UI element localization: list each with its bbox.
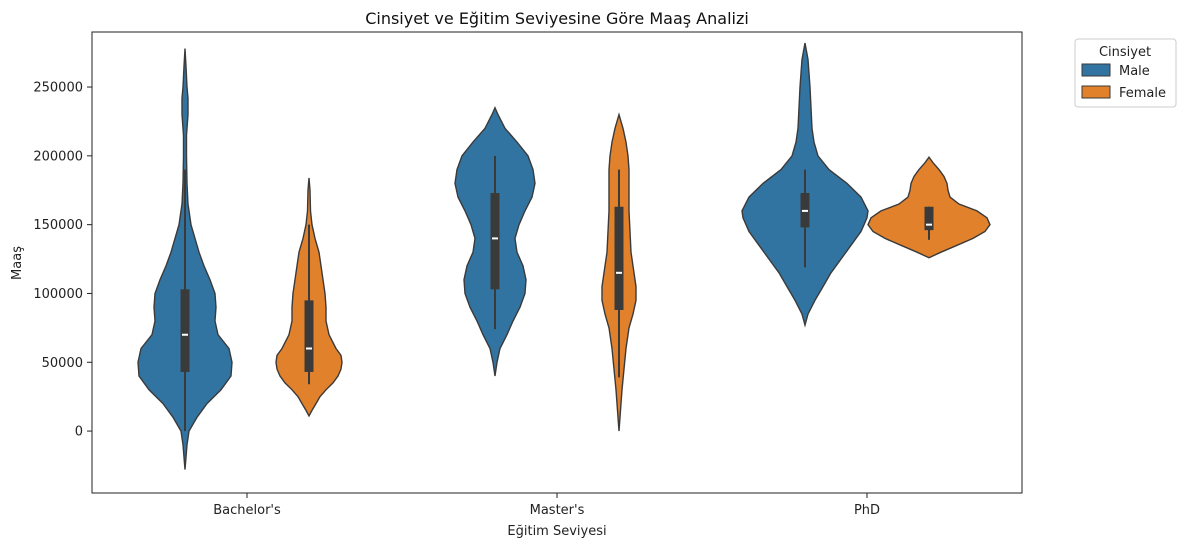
- iqr-box-male-masters: [490, 193, 500, 290]
- legend-title: Cinsiyet: [1099, 45, 1151, 60]
- plot-area-frame: [91, 31, 1023, 494]
- iqr-box-female-masters: [614, 206, 624, 310]
- legend-swatch-female: [1081, 85, 1111, 99]
- x-axis-title: Eğitim Seviyesi: [507, 524, 606, 539]
- legend-swatch-male: [1081, 63, 1111, 77]
- chart-title: Cinsiyet ve Eğitim Seviyesine Göre Maaş …: [365, 9, 749, 28]
- y-tick-label: 150000: [33, 218, 83, 233]
- iqr-box-male-bachelors: [180, 289, 190, 372]
- legend-label-male: Male: [1119, 64, 1150, 79]
- y-axis: 0 50000 100000 150000 200000 250000: [33, 81, 92, 440]
- violins-layer: [137, 42, 991, 470]
- legend: Cinsiyet Male Female: [1074, 38, 1177, 108]
- x-tick-label: Bachelor's: [213, 503, 281, 518]
- y-tick-label: 0: [75, 425, 83, 440]
- iqr-box-female-bachelors: [304, 300, 314, 372]
- y-tick-label: 50000: [42, 356, 83, 371]
- x-tick-label: PhD: [854, 503, 880, 518]
- y-tick-label: 200000: [33, 149, 83, 164]
- y-tick-label: 100000: [33, 287, 83, 302]
- legend-label-female: Female: [1119, 86, 1166, 101]
- y-tick-label: 250000: [33, 81, 83, 96]
- x-tick-label: Master's: [530, 503, 585, 518]
- iqr-box-female-phd: [924, 206, 934, 231]
- y-axis-title: Maaş: [10, 246, 25, 280]
- x-axis: Bachelor's Master's PhD: [213, 493, 880, 518]
